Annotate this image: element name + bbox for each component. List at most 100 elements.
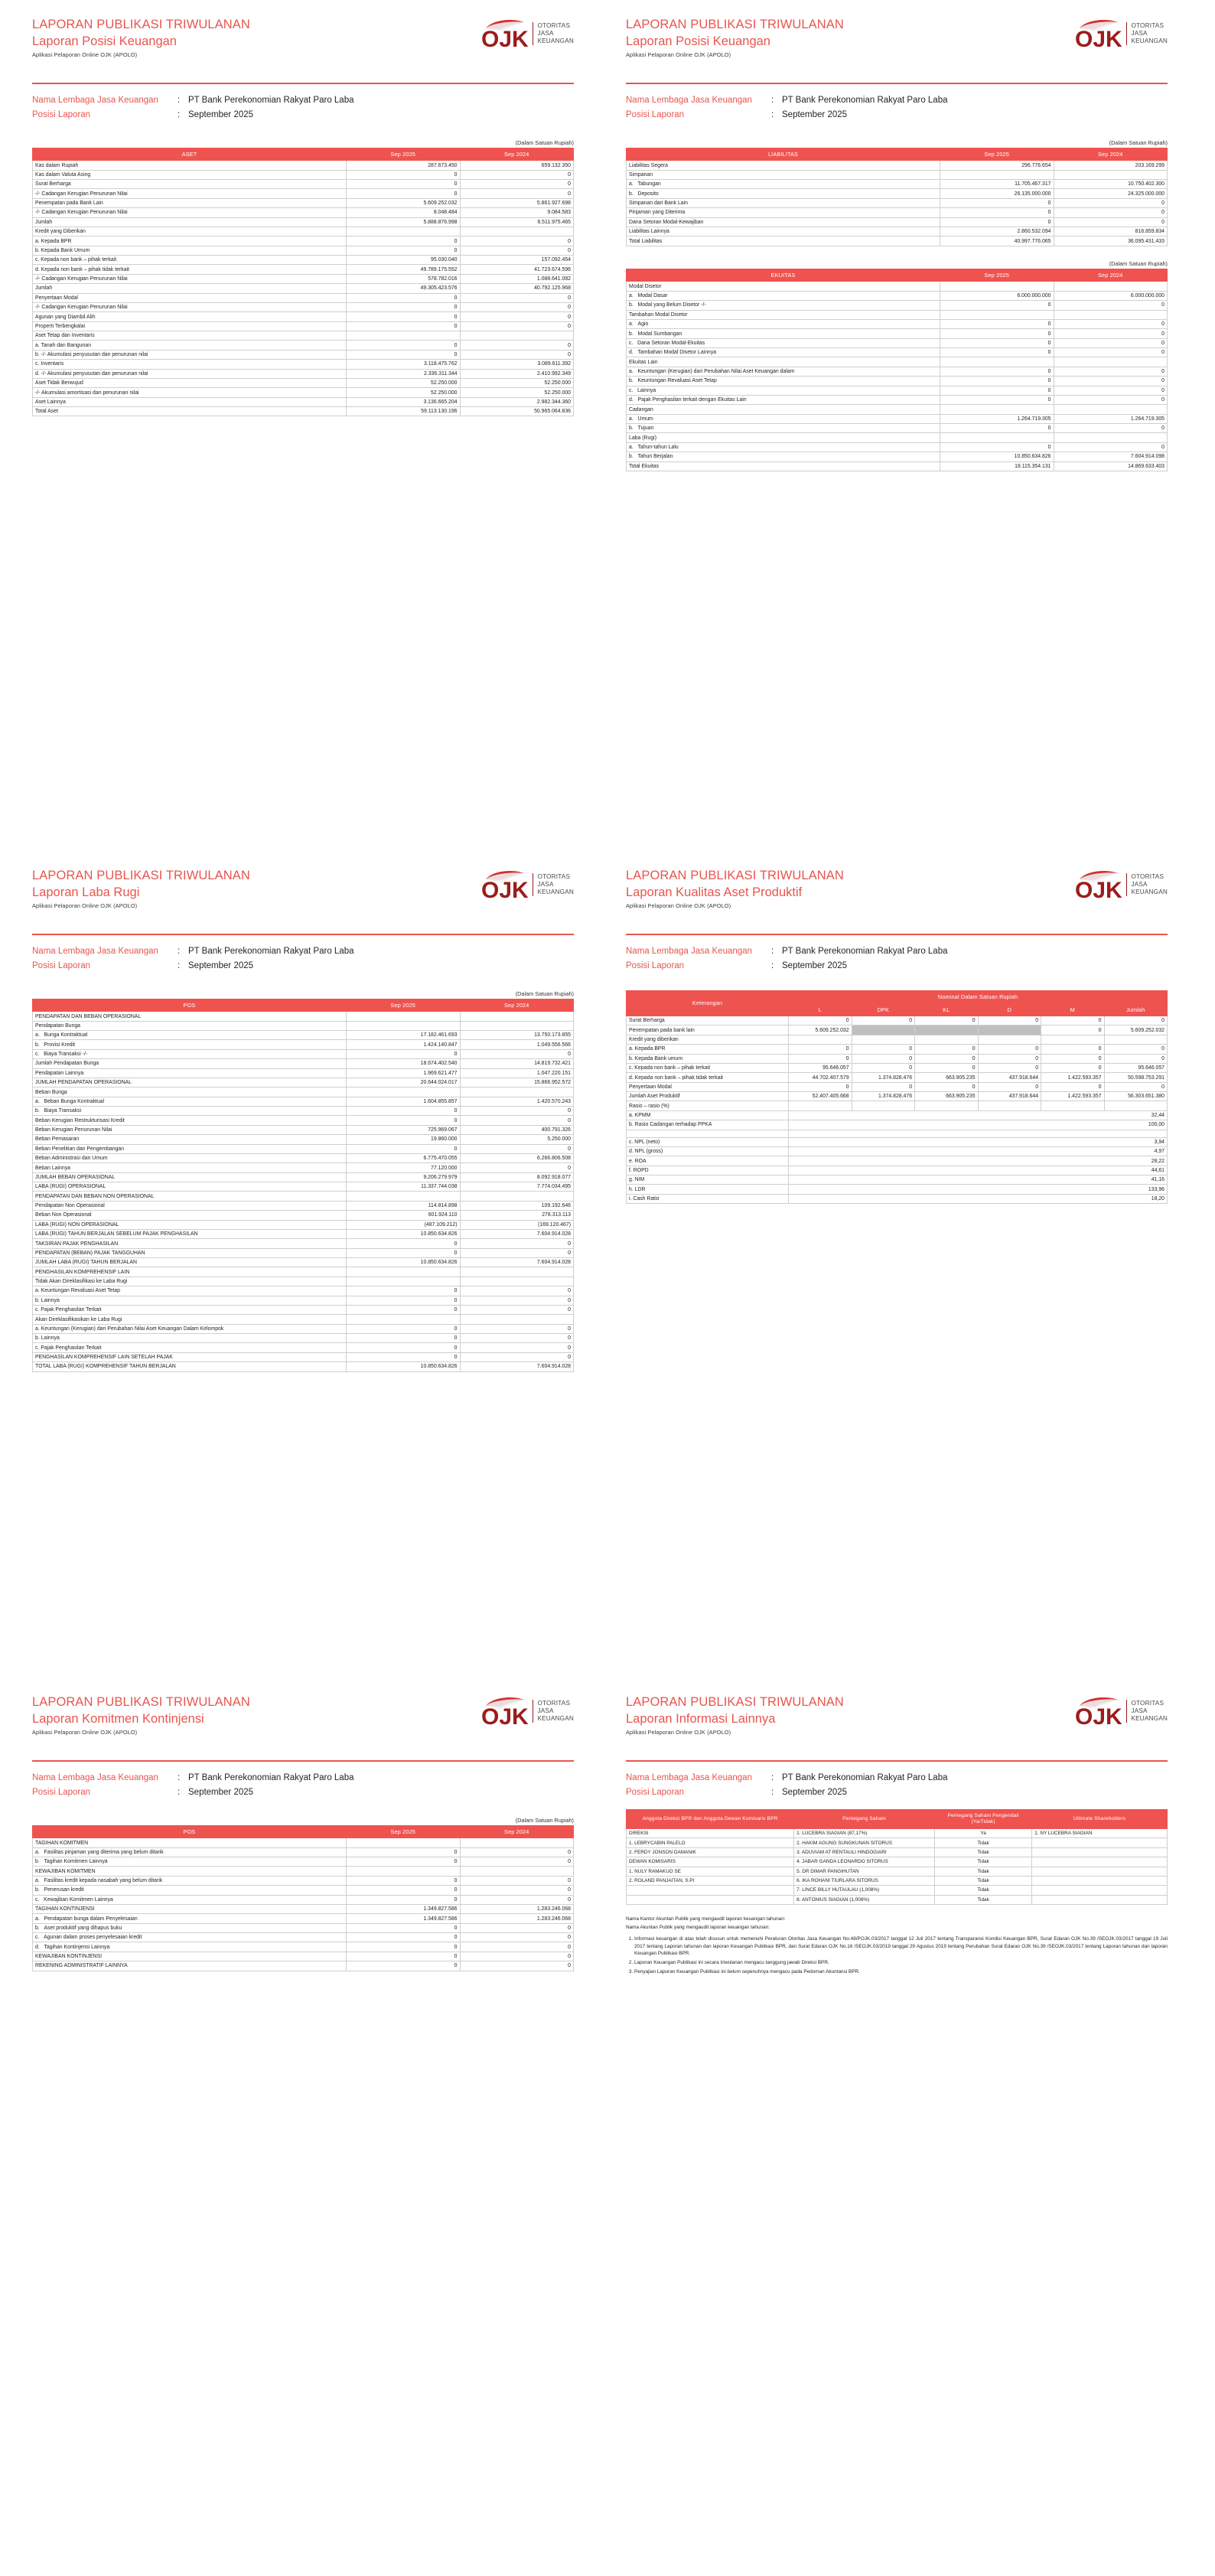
- identity-row-institution: Nama Lembaga Jasa Keuangan : PT Bank Per…: [32, 1771, 594, 1785]
- table-row: Beban Kerugian Penurunan Nilai 725.969.06…: [31, 1124, 575, 1136]
- row-value-2025: (487.109.212): [346, 1219, 461, 1230]
- row-label: b. -/- Akumulasi penyusutan dan penuruna…: [31, 349, 347, 360]
- row-value-2025: 0: [346, 1342, 461, 1353]
- cell-direksi: DIREKSI: [625, 1828, 795, 1839]
- col-dpk: DPK: [851, 1003, 916, 1017]
- row-value-2025: 11.705.467.317: [940, 179, 1054, 190]
- regulatory-notes-list: Informasi keuangan di atas telah disusun…: [634, 1935, 1168, 1975]
- row-value-2024: 0: [1053, 423, 1168, 434]
- row-label: Simpanan dari Bank Lain: [625, 197, 941, 209]
- row-label: Beban Administrasi dan Umum: [31, 1153, 347, 1164]
- row-value-2024: 400.791.326: [459, 1124, 575, 1136]
- table-row: Pinjaman yang Diterima 0 0: [625, 207, 1168, 218]
- komitmen-table-wrap: (Dalam Satuan Rupiah) POS Sep 2025 Sep 2…: [31, 1816, 575, 1971]
- row-value-2024: 0: [459, 340, 575, 351]
- row-cell: [1041, 1101, 1105, 1111]
- ojk-logo-mark: OJK: [481, 19, 529, 49]
- row-label: TAKSIRAN PAJAK PENGHASILAN: [31, 1238, 347, 1249]
- row-label: Tidak Akan Direklasifikasi ke Laba Rugi: [31, 1276, 347, 1287]
- row-label: TAGIHAN KOMITMEN: [31, 1837, 347, 1848]
- row-value-2025: 0: [346, 1932, 461, 1943]
- row-cell: 0: [788, 1081, 852, 1093]
- row-value-2024: 0: [1053, 385, 1168, 396]
- row-value-2024: 0: [459, 1922, 575, 1934]
- table-row: a. Fasilitas kredit kepada nasabah yang …: [31, 1875, 575, 1886]
- table-row: PENGHASILAN KOMPREHENSIF LAIN SETELAH PA…: [31, 1352, 575, 1363]
- row-value-2025: 0: [940, 385, 1054, 396]
- label-position: Posisi Laporan: [32, 1787, 91, 1797]
- table-row: LABA (RUGI) TAHUN BERJALAN SEBELUM PAJAK…: [31, 1228, 575, 1240]
- logo-line-1: OTORITAS: [537, 1700, 571, 1707]
- cell-ultimate: [1031, 1866, 1168, 1877]
- row-value-2024: 1.420.570.243: [459, 1096, 575, 1107]
- row-label: Liabilitas Lainnya: [625, 226, 941, 237]
- table-row: c. Inventaris 3.118.475.762 3.089.611.392: [31, 359, 575, 370]
- table-row: -/- Akumulasi amortisasi dan penurunan n…: [31, 387, 575, 398]
- row-value-2025: 0: [346, 1048, 461, 1060]
- table-row: Penempatan pada bank lain 5.609.252.032 0 5…: [625, 1025, 1168, 1035]
- value-institution: PT Bank Perekonomian Rakyat Paro Laba: [188, 946, 354, 956]
- ojk-logo: OJK OTORITAS JASA KEUANGAN: [1075, 865, 1168, 905]
- table-row: Surat Berharga 0 0: [31, 179, 575, 190]
- unit-note: (Dalam Satuan Rupiah): [515, 1816, 574, 1824]
- table-row: a. Tahun-tahun Lalu 0 0: [625, 442, 1168, 453]
- row-value-2025: 0: [940, 217, 1054, 227]
- cell-pengendali: Tidak: [933, 1885, 1033, 1896]
- row-cell: 0: [851, 1016, 916, 1026]
- col-sep-2025: Sep 2025: [940, 147, 1054, 161]
- table-row: a. Modal Dasar 6.000.000.000 6.000.000.000: [625, 290, 1168, 302]
- row-value-2025: 1.424.140.847: [346, 1039, 461, 1050]
- row-cell: 0: [977, 1016, 1042, 1026]
- row-value-2024: 0: [459, 1875, 575, 1886]
- row-value-2025: 578.782.016: [346, 273, 461, 285]
- row-cell: 0: [977, 1044, 1042, 1055]
- row-value-2025: 0: [346, 169, 461, 181]
- row-value-2024: 15.866.952.572: [459, 1077, 575, 1088]
- label-position: Posisi Laporan: [32, 960, 91, 970]
- header-divider: [32, 1760, 574, 1762]
- table-row: d. -/- Akumulasi penyusutan dan penuruna…: [31, 368, 575, 379]
- row-label: b. Lainnya: [31, 1295, 347, 1306]
- report-kicker: LAPORAN PUBLIKASI TRIWULANAN: [626, 1695, 844, 1709]
- colon: :: [771, 109, 774, 119]
- row-cell: 1.374.828.476: [851, 1072, 916, 1083]
- col-header-2: Pemegang Saham: [793, 1808, 935, 1830]
- row-cell: 0: [1103, 1081, 1168, 1093]
- row-value-2025: 0: [346, 1922, 461, 1934]
- value-position: September 2025: [782, 960, 848, 970]
- table-row: KEWAJIBAN KONTINJENSI 0 0: [31, 1951, 575, 1962]
- row-value-2024: 41.723.674.596: [459, 264, 575, 275]
- label-institution: Nama Lembaga Jasa Keuangan: [626, 95, 752, 105]
- row-cell: [851, 1101, 916, 1111]
- row-label: Aset Tidak Berwujud: [31, 377, 347, 389]
- identity-row-institution: Nama Lembaga Jasa Keuangan : PT Bank Per…: [626, 1771, 1187, 1785]
- row-label: Jumlah Aset Produktif: [625, 1091, 790, 1102]
- row-value-2025: [346, 1011, 461, 1022]
- table-row: -/- Cadangan Kerugian Penurunan Nilai 0 0: [31, 302, 575, 313]
- row-value-2025: [346, 1314, 461, 1325]
- row-cell: 437.918.644: [977, 1091, 1042, 1102]
- panel-posisi-keuangan-aset: LAPORAN PUBLIKASI TRIWULANAN Laporan Pos…: [12, 6, 594, 417]
- table-row: b. Lainnya 0 0: [31, 1333, 575, 1344]
- table-row: c. Lainnya 0 0: [625, 385, 1168, 396]
- informasi-table-body: DIREKSI 1. LUCEBRA SIAGIAN (87,17%) Ya 1. N…: [625, 1828, 1168, 1906]
- svg-text:OJK: OJK: [1075, 27, 1122, 49]
- table-row: Kredit yang Diberikan: [31, 226, 575, 237]
- table-row: Akan Direklasifikasikan ke Laba Rugi: [31, 1314, 575, 1325]
- table-row: JUMLAH LABA (RUGI) TAHUN BERJALAN 10.850.…: [31, 1257, 575, 1268]
- report-title: Laporan Informasi Lainnya: [626, 1711, 776, 1726]
- row-value-2025: 49.305.423.576: [346, 283, 461, 294]
- row-cell: 1.422.593.357: [1041, 1072, 1105, 1083]
- kualitas-aset-table-wrap: Keterangan Nominal Dalam Satuan Rupiah L…: [625, 990, 1168, 1205]
- table-header-row: Anggota Direksi BPR dan Anggota Dewan Ko…: [625, 1808, 1168, 1830]
- table-row: a. Keuntungan Revaluasi Aset Tetap 0 0: [31, 1286, 575, 1296]
- row-value-2025: 0: [940, 300, 1054, 311]
- logo-wordmark: OTORITAS JASA KEUANGAN: [533, 873, 574, 896]
- label-institution: Nama Lembaga Jasa Keuangan: [32, 946, 158, 956]
- table-row: Total Liabilitas 40.997.776.065 36.095.431…: [625, 236, 1168, 246]
- row-cell: 0: [1041, 1025, 1105, 1035]
- auditor-name-line: Nama Akuntan Publik yang mengaudit lapor…: [626, 1924, 770, 1930]
- row-value-2025: 3.118.475.762: [346, 359, 461, 370]
- row-ratio-value: 32,44: [788, 1110, 1168, 1121]
- row-label: LABA (RUGI) NON OPERASIONAL: [31, 1219, 347, 1230]
